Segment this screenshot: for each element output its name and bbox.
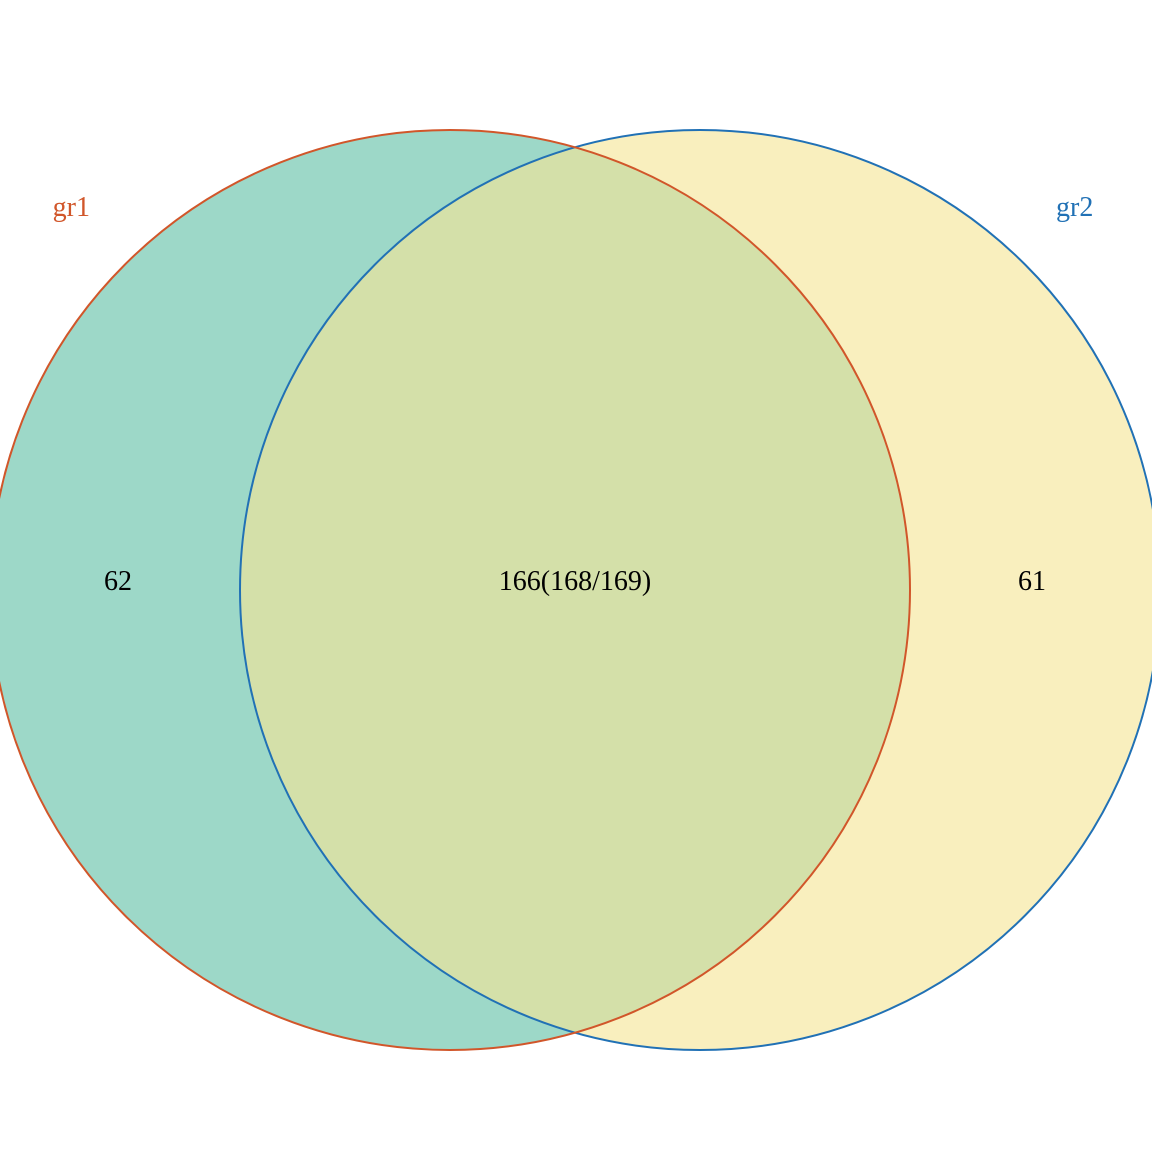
set-label-right: gr2 <box>1056 192 1093 224</box>
venn-circle-right-fill <box>240 130 1152 1050</box>
set-label-left: gr1 <box>53 192 90 224</box>
region-value-left-only: 62 <box>104 566 132 598</box>
region-value-intersection: 166(168/169) <box>499 566 651 598</box>
region-value-right-only: 61 <box>1018 566 1046 598</box>
venn-diagram: gr1 gr2 62 166(168/169) 61 <box>0 0 1152 1152</box>
